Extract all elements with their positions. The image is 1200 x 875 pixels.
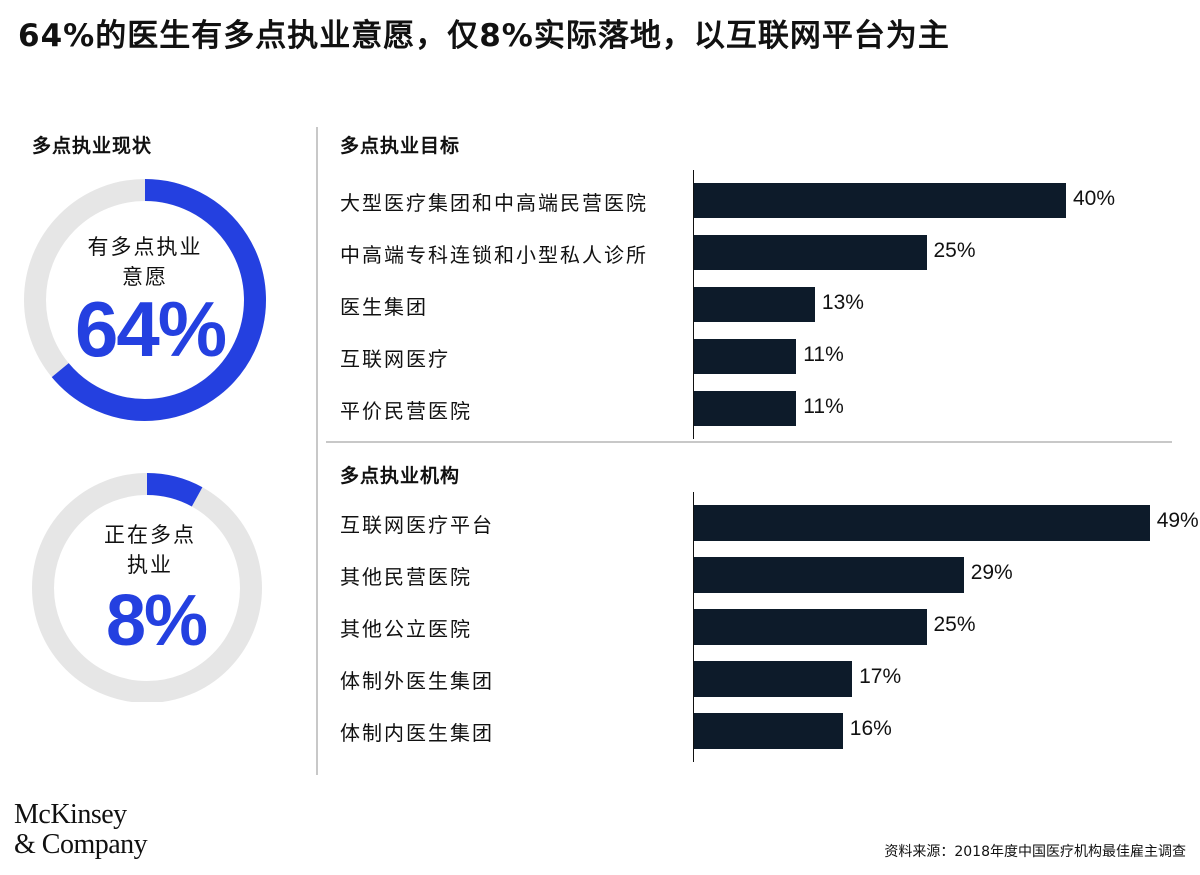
- caption-line: 有多点执业: [87, 235, 203, 259]
- bar-axis: [693, 492, 694, 762]
- value-label: 16%: [849, 717, 892, 740]
- practicing-caption: 正在多点 执业: [70, 520, 230, 580]
- caption-line: 执业: [127, 553, 173, 577]
- category-label: 平价民营医院: [340, 399, 472, 423]
- value-label: 25%: [933, 613, 976, 636]
- value-label: 11%: [803, 395, 844, 418]
- bar: [694, 713, 843, 749]
- category-label: 其他公立医院: [340, 617, 472, 641]
- institution-bar-chart: 多点执业机构 互联网医疗平台 49% 其他民营医院 29% 其他公立医院 25% 体制外医生…: [326, 455, 1199, 775]
- bar: [694, 609, 927, 645]
- donut-arc: [146, 473, 203, 507]
- source-note: 资料来源：2018年度中国医疗机构最佳雇主调查: [884, 844, 1186, 860]
- caption-line: 正在多点: [104, 523, 196, 547]
- institution-chart-title: 多点执业机构: [340, 465, 461, 487]
- value-label: 40%: [1073, 187, 1116, 210]
- value-label: 13%: [821, 291, 864, 314]
- bar: [694, 391, 797, 426]
- vertical-divider: [316, 127, 318, 775]
- bar-axis: [693, 170, 694, 439]
- willingness-percentage: 64%: [74, 285, 227, 373]
- category-label: 体制内医生集团: [340, 721, 494, 745]
- value-label: 11%: [803, 343, 844, 366]
- category-label: 医生集团: [340, 295, 428, 319]
- page-title: 64%的医生有多点执业意愿，仅8%实际落地，以互联网平台为主: [18, 18, 950, 54]
- bar: [694, 339, 797, 374]
- target-bar-chart: 多点执业目标 大型医疗集团和中高端民营医院 40% 中高端专科连锁和小型私人诊所 25…: [326, 125, 1186, 439]
- willingness-caption: 有多点执业 意愿: [60, 232, 230, 292]
- value-label: 29%: [970, 561, 1013, 584]
- bar: [694, 505, 1150, 541]
- mckinsey-logo: McKinsey & Company: [14, 799, 148, 860]
- category-label: 其他民营医院: [340, 565, 472, 589]
- bar: [694, 235, 927, 270]
- target-chart-title: 多点执业目标: [340, 135, 461, 157]
- value-label: 49%: [1156, 509, 1199, 532]
- category-label: 体制外医生集团: [340, 669, 494, 693]
- status-section-label: 多点执业现状: [32, 135, 153, 157]
- caption-line: 意愿: [122, 265, 168, 289]
- logo-line: McKinsey: [14, 799, 127, 830]
- horizontal-divider: [326, 441, 1172, 443]
- logo-line: & Company: [14, 829, 148, 860]
- category-label: 中高端专科连锁和小型私人诊所: [340, 243, 648, 267]
- practicing-percentage: 8%: [105, 581, 208, 661]
- bar: [694, 287, 815, 322]
- bar: [694, 661, 853, 697]
- category-label: 互联网医疗平台: [340, 513, 494, 537]
- donut-arc: [51, 179, 266, 421]
- category-label: 大型医疗集团和中高端民营医院: [340, 191, 648, 215]
- practicing-donut: [32, 473, 262, 702]
- value-label: 25%: [933, 239, 976, 262]
- category-label: 互联网医疗: [340, 347, 450, 371]
- bar: [694, 183, 1066, 218]
- bar: [694, 557, 964, 593]
- value-label: 17%: [859, 665, 902, 688]
- willingness-donut: [24, 179, 266, 421]
